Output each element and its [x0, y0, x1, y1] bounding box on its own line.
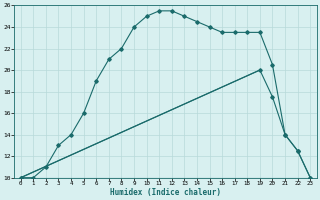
- X-axis label: Humidex (Indice chaleur): Humidex (Indice chaleur): [110, 188, 221, 197]
